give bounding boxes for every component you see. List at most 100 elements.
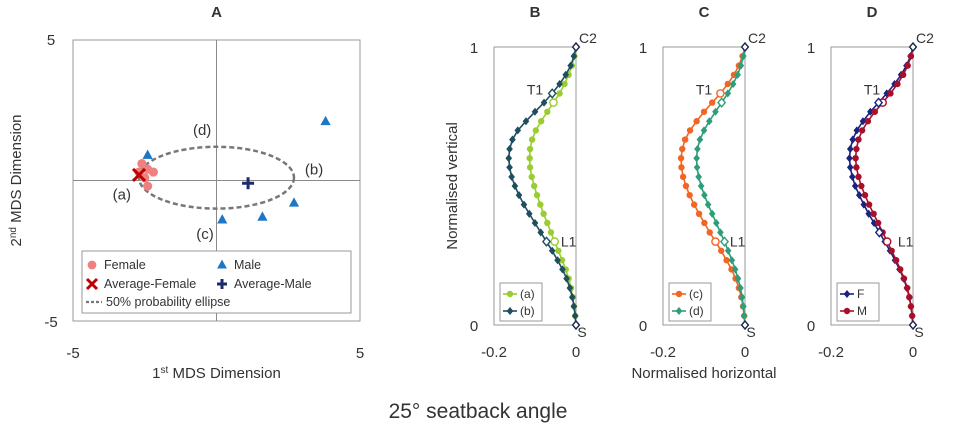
data-point — [853, 164, 860, 171]
data-point — [846, 144, 854, 154]
data-point — [865, 201, 873, 208]
legend-box — [836, 282, 880, 322]
landmark-t1 — [547, 88, 557, 99]
data-point — [693, 118, 700, 125]
legend-label: (c) — [689, 287, 703, 301]
data-point-male — [288, 197, 300, 207]
legend-marker — [506, 306, 514, 316]
legend-marker — [217, 259, 227, 269]
data-point — [904, 62, 911, 69]
data-point — [682, 182, 690, 190]
x-tick-label: -0.2 — [481, 344, 507, 361]
data-point — [888, 247, 895, 254]
panel-title: B — [530, 4, 541, 21]
data-point — [894, 80, 901, 88]
landmark-l1 — [541, 236, 552, 247]
data-point — [514, 126, 522, 135]
endpoint-c2 — [908, 41, 918, 53]
panel-title: C — [699, 4, 710, 21]
data-point — [904, 284, 911, 292]
data-point — [686, 127, 694, 134]
data-point — [537, 118, 545, 125]
data-point — [556, 90, 563, 97]
data-point — [696, 135, 704, 144]
caption: 25° seatback angle — [389, 400, 568, 423]
data-point — [681, 136, 689, 143]
data-point — [708, 209, 716, 218]
point-label-t1: T1 — [527, 81, 544, 97]
y-axis-label: 2nd MDS Dimension — [8, 115, 26, 247]
point-label-t1: T1 — [864, 81, 881, 97]
data-point — [548, 246, 556, 255]
x-axis-label: Normalised horizontal — [631, 365, 776, 382]
data-point — [537, 201, 544, 208]
endpoint-c2 — [740, 41, 750, 53]
point-label-l1: L1 — [898, 234, 914, 250]
data-point — [677, 154, 685, 162]
data-point-average-male — [242, 177, 255, 190]
panel-title: A — [211, 4, 222, 21]
data-point — [871, 108, 879, 115]
data-point — [556, 79, 563, 89]
data-point — [563, 274, 570, 283]
data-point — [520, 200, 528, 209]
data-point — [508, 172, 515, 181]
legend-box — [668, 282, 712, 322]
data-point — [855, 191, 863, 200]
data-point — [695, 210, 703, 217]
data-point — [907, 52, 915, 60]
point-label-c2: C2 — [579, 30, 597, 46]
data-point-female — [143, 181, 153, 191]
landmark-l1 — [550, 237, 559, 246]
data-point — [506, 144, 513, 154]
data-point — [731, 265, 739, 274]
data-point — [700, 108, 708, 115]
endpoint-s — [908, 319, 918, 331]
legend-label: 50% probability ellipse — [106, 295, 230, 309]
data-point — [855, 173, 862, 181]
legend-box — [81, 250, 352, 314]
legend-label: (d) — [689, 304, 704, 318]
landmark-l1 — [874, 227, 884, 238]
legend-label: Average-Female — [104, 277, 196, 291]
data-point — [900, 275, 908, 282]
legend-label: Female — [104, 258, 146, 272]
data-point — [897, 266, 904, 273]
landmark-l1 — [882, 237, 892, 246]
legend-label: (a) — [520, 287, 535, 301]
data-point-male — [320, 115, 331, 126]
legend: (c) (d) — [668, 282, 712, 322]
data-point — [858, 127, 866, 134]
data-point-male — [217, 214, 228, 224]
legend-label: F — [857, 287, 864, 301]
data-point — [570, 302, 578, 311]
data-point — [566, 283, 574, 293]
data-point — [737, 61, 745, 70]
landmark-t1 — [874, 97, 884, 108]
landmark-t1 — [549, 98, 558, 107]
data-point — [849, 172, 856, 181]
data-point — [701, 219, 708, 227]
data-point — [709, 99, 716, 106]
y-tick-label: 0 — [639, 318, 647, 335]
x-tick-label: -0.2 — [818, 344, 844, 361]
data-point — [740, 302, 747, 311]
probability-ellipse — [137, 145, 296, 210]
x-tick-label: 0 — [572, 344, 580, 361]
data-point-male — [142, 149, 153, 159]
x-tick-label: -5 — [66, 345, 79, 362]
data-point — [729, 79, 737, 89]
data-point — [526, 164, 534, 171]
point-label-s: S — [914, 324, 923, 340]
data-point — [525, 209, 533, 218]
legend-marker — [506, 290, 514, 298]
data-point — [724, 246, 732, 255]
data-point-female — [148, 167, 158, 177]
legend-marker — [217, 279, 227, 289]
data-point — [724, 80, 731, 88]
legend-marker — [675, 290, 683, 298]
data-point — [515, 191, 523, 200]
data-point — [860, 200, 868, 209]
legend-label: M — [857, 304, 867, 318]
